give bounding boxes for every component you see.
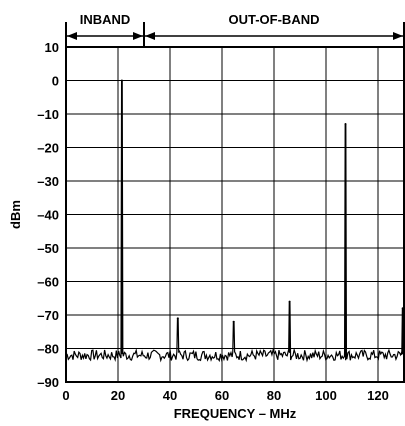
y-tick-label: 10 [45,40,59,55]
y-tick-label: –80 [37,342,59,357]
x-tick-label: 40 [163,388,177,403]
y-axis-label: dBm [8,200,23,229]
y-tick-label: 0 [52,74,59,89]
x-tick-label: 60 [215,388,229,403]
y-tick-label: –20 [37,141,59,156]
x-tick-label: 100 [315,388,337,403]
y-tick-label: –90 [37,375,59,390]
x-tick-label: 120 [367,388,389,403]
y-tick-label: –30 [37,174,59,189]
band-annotations: INBAND OUT-OF-BAND [65,12,405,47]
y-tick-label: –50 [37,241,59,256]
spectrum-trace [65,80,405,363]
band-label: INBAND [80,12,131,27]
x-tick-label: 0 [62,388,69,403]
spectrum-peak-point [288,300,291,303]
spectrum-peak-point [176,317,179,320]
band-label: OUT-OF-BAND [229,12,320,27]
band-arrowhead-right [133,32,143,40]
spectrum-peak-point [232,320,235,323]
spectrum-peak-point [120,79,123,82]
x-tick-label: 80 [267,388,281,403]
spectrum-trace-group [65,79,405,363]
x-axis-label: FREQUENCY – MHz [174,406,297,421]
y-tick-labels: 10 0 –10 –20 –30 –40 –50 –60 –70 –80 –90 [37,40,59,390]
y-tick-label: –10 [37,107,59,122]
y-tick-label: –40 [37,208,59,223]
plot-frame [65,46,405,383]
band-arrowhead-left [145,32,155,40]
y-tick-label: –60 [37,275,59,290]
band-arrowhead-right [393,32,403,40]
x-tick-labels: 0 20 40 60 80 100 120 [62,388,388,403]
band-arrowhead-left [67,32,77,40]
grid-lines [65,46,404,383]
spectrum-peak-point [344,123,347,126]
y-tick-label: –70 [37,308,59,323]
x-tick-label: 20 [111,388,125,403]
